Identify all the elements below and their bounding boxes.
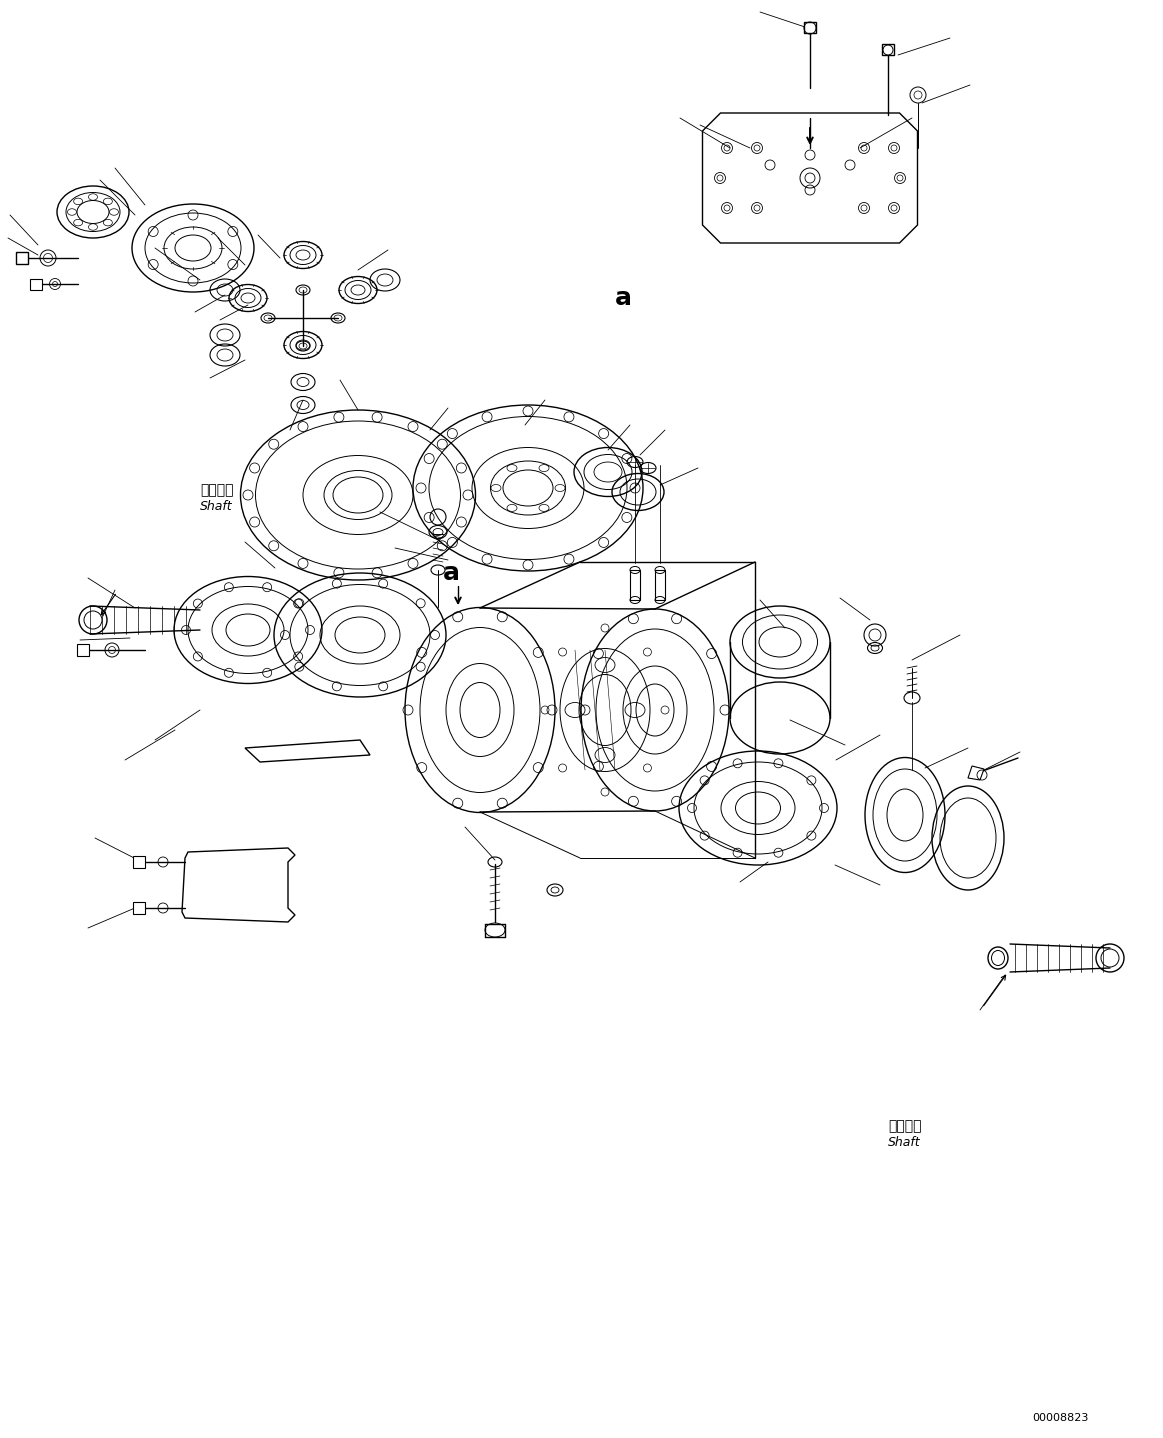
Text: シャフト: シャフト <box>889 1119 921 1133</box>
Polygon shape <box>16 252 28 265</box>
Polygon shape <box>245 741 370 762</box>
Polygon shape <box>882 45 894 55</box>
Polygon shape <box>655 569 665 600</box>
Text: a: a <box>615 286 632 311</box>
Text: Shaft: Shaft <box>889 1136 921 1149</box>
Text: 00008823: 00008823 <box>1032 1414 1089 1424</box>
Text: a: a <box>443 561 461 585</box>
Polygon shape <box>181 848 295 922</box>
Polygon shape <box>804 22 816 33</box>
Polygon shape <box>77 644 90 656</box>
Text: シャフト: シャフト <box>200 483 234 498</box>
Polygon shape <box>133 902 145 915</box>
Polygon shape <box>630 569 640 600</box>
Polygon shape <box>133 856 145 869</box>
Polygon shape <box>702 114 918 243</box>
Text: Shaft: Shaft <box>200 499 233 512</box>
Polygon shape <box>30 279 42 290</box>
Polygon shape <box>968 766 984 779</box>
